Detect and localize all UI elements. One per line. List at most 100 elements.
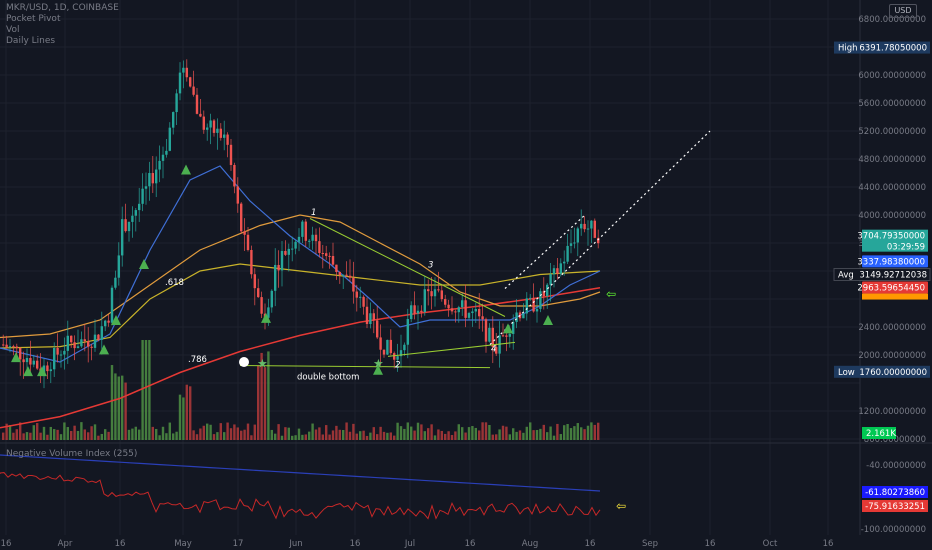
volume-bar — [297, 428, 301, 440]
volume-bars — [2, 340, 600, 440]
candle-body — [576, 228, 579, 243]
volume-bar — [512, 428, 515, 440]
volume-bar — [359, 431, 362, 440]
candle-body — [389, 339, 392, 354]
volume-bar — [393, 435, 396, 440]
candle-body — [287, 248, 290, 255]
candle-body — [158, 160, 161, 170]
volume-bar — [76, 430, 80, 440]
volume-bar — [325, 425, 328, 440]
candle-body — [433, 289, 437, 297]
time-tick: Jun — [288, 539, 302, 549]
legend-indicator-vol[interactable]: Vol — [6, 25, 20, 35]
candle-body — [229, 144, 233, 165]
legend: MKR/USD, 1D, COINBASE Pocket Pivot Vol D… — [6, 3, 119, 47]
volume-bar — [352, 423, 355, 440]
candle-body — [270, 290, 273, 308]
candle-body — [403, 344, 406, 351]
candle-body — [76, 346, 80, 349]
candle-body — [19, 347, 22, 360]
candle-body — [355, 291, 358, 298]
candle-body — [376, 320, 379, 338]
candle-body — [580, 223, 583, 229]
wave-2-label: 2 — [395, 361, 400, 371]
volume-bar — [263, 367, 267, 440]
ma-red-line — [0, 287, 601, 429]
nvi-tick: -40.00000000 — [866, 461, 926, 471]
volume-bar — [267, 351, 270, 440]
candle-body — [240, 203, 243, 232]
candle-body — [471, 311, 474, 314]
volume-bar — [508, 434, 511, 440]
question-label: ? — [241, 358, 246, 368]
volume-bar — [522, 432, 525, 440]
candle-body — [104, 320, 107, 327]
candle-body — [362, 296, 365, 307]
candle-body — [212, 120, 216, 133]
candle-body — [243, 231, 246, 235]
candle-body — [304, 221, 307, 241]
candle-body — [250, 249, 253, 275]
volume-bar — [369, 432, 372, 440]
legend-indicator-daily-lines[interactable]: Daily Lines — [6, 36, 56, 46]
volume-bar — [410, 426, 413, 440]
volume-bar — [403, 428, 406, 440]
low-label: Low — [838, 368, 855, 378]
volume-bar — [464, 432, 467, 440]
pocket-pivot-marker — [11, 352, 21, 363]
volume-bar — [416, 422, 420, 440]
volume-bar — [484, 422, 488, 440]
volume-bar — [498, 429, 501, 440]
volume-bar — [66, 427, 69, 440]
candle-body — [569, 243, 573, 246]
countdown: 03:29:59 — [887, 243, 925, 253]
candle-body — [495, 346, 498, 354]
double-bottom-line — [239, 365, 491, 369]
volume-bar — [413, 430, 416, 440]
legend-symbol[interactable]: MKR/USD, 1D, COINBASE — [6, 3, 119, 13]
candle-body — [454, 311, 457, 313]
nvi-title[interactable]: Negative Volume Index (255) — [6, 449, 138, 459]
candle-body — [542, 291, 545, 297]
volume-bar — [406, 422, 409, 440]
candle-body — [8, 346, 12, 348]
volume-bar — [433, 435, 437, 440]
volume-bar — [478, 430, 481, 440]
volume-bar — [505, 426, 508, 440]
legend-indicator-pocket-pivot[interactable]: Pocket Pivot — [6, 14, 61, 24]
trend-line-lower — [387, 341, 516, 357]
volume-bar — [457, 424, 460, 440]
candle-body — [195, 94, 199, 114]
volume-bar — [121, 375, 124, 440]
moving-averages — [0, 165, 601, 429]
volume-bar — [284, 427, 287, 440]
volume-bar — [274, 433, 277, 440]
price-tick: 4800.00000000 — [858, 155, 926, 165]
candle-body — [22, 359, 25, 363]
candle-body — [178, 72, 182, 94]
volume-bar — [219, 423, 222, 440]
high-bg — [834, 41, 930, 54]
candle-body — [410, 305, 413, 320]
ma-orange-tag — [862, 293, 928, 300]
volume-bar — [311, 423, 314, 440]
ma-blue-value: 3337.98380000 — [857, 257, 925, 267]
volume-bar — [165, 433, 168, 440]
volume-bar — [209, 424, 212, 440]
candles — [2, 59, 600, 389]
volume-bar — [93, 424, 97, 440]
candle-body — [2, 344, 5, 346]
volume-bar — [22, 433, 25, 440]
volume-value: 2.161K — [866, 429, 896, 439]
currency-button[interactable]: USD — [889, 4, 917, 18]
candle-body — [311, 234, 314, 241]
time-tick: May — [174, 539, 192, 549]
volume-bar — [56, 429, 59, 440]
candle-body — [70, 335, 73, 343]
candle-body — [134, 210, 137, 216]
volume-bar — [287, 427, 290, 440]
volume-bar — [49, 426, 52, 440]
volume-bar — [529, 422, 532, 440]
volume-bar — [131, 428, 134, 440]
